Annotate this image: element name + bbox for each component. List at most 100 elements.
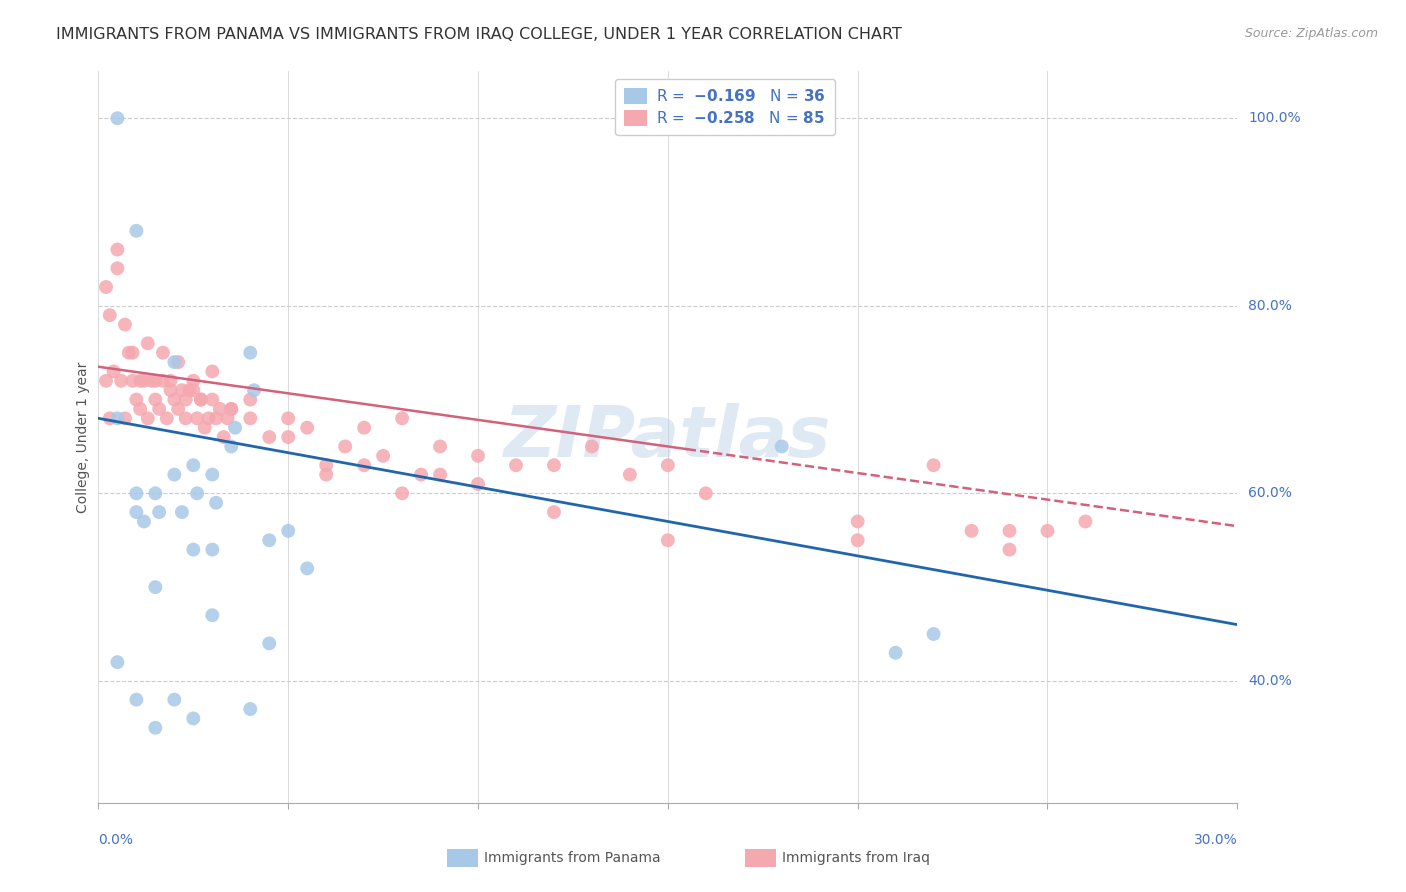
Point [183, 711, 205, 725]
Point [277, 524, 299, 538]
Point [391, 411, 413, 425]
Point [159, 383, 181, 397]
Point [145, 721, 167, 735]
Point [170, 383, 193, 397]
Point [136, 336, 159, 351]
Point [201, 608, 224, 623]
Point [208, 401, 231, 416]
Text: 100.0%: 100.0% [1249, 112, 1301, 125]
Point [429, 467, 451, 482]
Point [174, 392, 197, 407]
Point [217, 411, 239, 425]
Point [391, 486, 413, 500]
Text: 0.0%: 0.0% [98, 833, 134, 847]
Point [152, 374, 174, 388]
Point [136, 411, 159, 425]
Legend: R =  $\mathbf{-0.169}$   N = $\mathbf{36}$, R =  $\mathbf{-0.258}$   N = $\mathb: R = $\mathbf{-0.169}$ N = $\mathbf{36}$,… [614, 79, 835, 136]
Point [657, 533, 679, 548]
Point [167, 355, 190, 369]
Point [846, 533, 869, 548]
Point [141, 374, 163, 388]
Point [315, 458, 337, 473]
Point [118, 345, 141, 359]
Text: IMMIGRANTS FROM PANAMA VS IMMIGRANTS FROM IRAQ COLLEGE, UNDER 1 YEAR CORRELATION: IMMIGRANTS FROM PANAMA VS IMMIGRANTS FRO… [56, 27, 903, 42]
Point [221, 401, 243, 416]
Point [132, 515, 155, 529]
Point [163, 355, 186, 369]
Point [121, 345, 143, 359]
Point [212, 430, 235, 444]
Point [277, 411, 299, 425]
Point [186, 486, 208, 500]
Point [129, 374, 152, 388]
Point [94, 280, 117, 294]
Point [695, 486, 717, 500]
Point [353, 420, 375, 434]
Point [183, 374, 205, 388]
Point [581, 440, 603, 454]
Point [770, 440, 793, 454]
Point [1074, 515, 1097, 529]
Point [467, 449, 489, 463]
Point [121, 374, 143, 388]
Point [190, 392, 212, 407]
Point [179, 383, 201, 397]
Point [103, 364, 125, 378]
Point [998, 542, 1021, 557]
Point [1036, 524, 1059, 538]
Point [183, 542, 205, 557]
Point [205, 411, 228, 425]
Point [922, 458, 945, 473]
Point [277, 430, 299, 444]
Point [505, 458, 527, 473]
Point [190, 392, 212, 407]
Text: ZIPatlas: ZIPatlas [505, 402, 831, 472]
Point [152, 345, 174, 359]
Point [163, 392, 186, 407]
Point [259, 533, 281, 548]
Point [132, 374, 155, 388]
Point [156, 411, 179, 425]
Point [107, 411, 129, 425]
Point [114, 318, 136, 332]
Text: 30.0%: 30.0% [1194, 833, 1237, 847]
Point [145, 374, 167, 388]
Point [201, 467, 224, 482]
Point [960, 524, 983, 538]
Point [467, 477, 489, 491]
Point [201, 364, 224, 378]
Text: 40.0%: 40.0% [1249, 673, 1292, 688]
Point [107, 112, 129, 126]
Point [125, 692, 148, 706]
Point [221, 401, 243, 416]
Point [657, 458, 679, 473]
Text: 60.0%: 60.0% [1249, 486, 1292, 500]
Point [922, 627, 945, 641]
Point [186, 411, 208, 425]
Point [259, 430, 281, 444]
Point [846, 515, 869, 529]
Text: Immigrants from Iraq: Immigrants from Iraq [782, 851, 929, 865]
Point [619, 467, 641, 482]
Point [107, 655, 129, 669]
Point [183, 458, 205, 473]
Point [163, 467, 186, 482]
Point [543, 458, 565, 473]
Point [145, 486, 167, 500]
Point [163, 692, 186, 706]
Point [170, 505, 193, 519]
Text: 80.0%: 80.0% [1249, 299, 1292, 313]
Point [107, 261, 129, 276]
Point [194, 420, 217, 434]
Point [371, 449, 394, 463]
Point [98, 411, 121, 425]
Point [221, 440, 243, 454]
Text: Source: ZipAtlas.com: Source: ZipAtlas.com [1244, 27, 1378, 40]
Point [125, 392, 148, 407]
Point [110, 374, 132, 388]
Point [159, 374, 181, 388]
Point [998, 524, 1021, 538]
Point [145, 392, 167, 407]
Point [239, 345, 262, 359]
Point [98, 308, 121, 322]
